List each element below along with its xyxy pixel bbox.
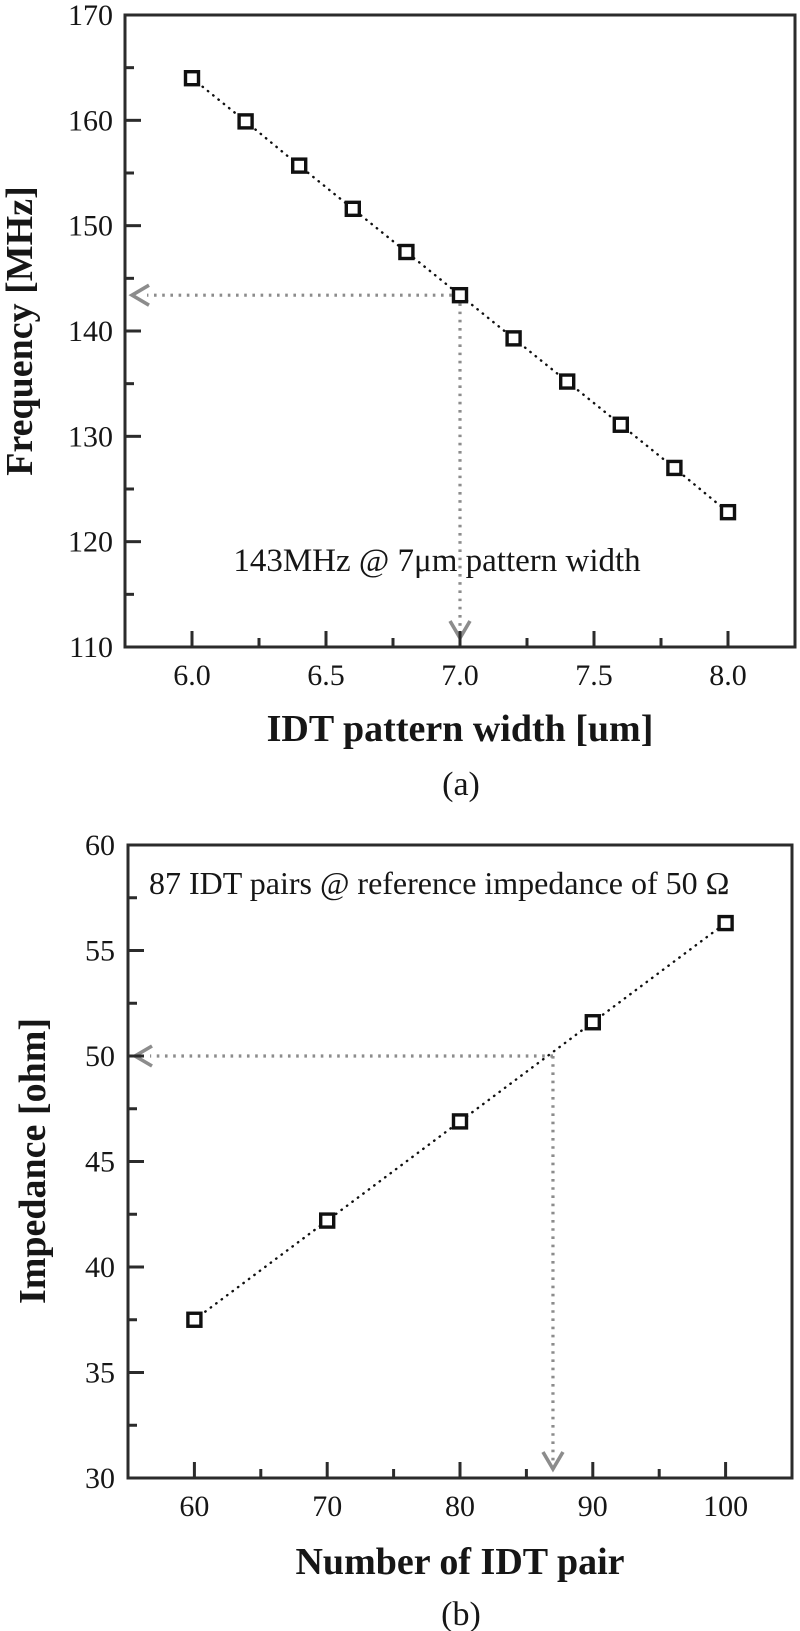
data-point-marker bbox=[717, 914, 734, 932]
y-tick-label: 130 bbox=[68, 420, 113, 453]
x-tick-label: 7.5 bbox=[575, 659, 613, 692]
y-tick-label: 45 bbox=[85, 1146, 115, 1179]
chart-b-y-axis-title: Impedance [ohm] bbox=[12, 1017, 54, 1305]
x-tick-label: 8.0 bbox=[709, 659, 747, 692]
guide-arrowhead-left bbox=[128, 283, 150, 307]
y-tick-label: 160 bbox=[68, 104, 113, 137]
data-point-marker bbox=[319, 1212, 336, 1229]
chart-a-canvas: 6.0 6.5 7.0 7.5 8.0 170 160 150 140 130 120 110 143M… bbox=[68, 0, 797, 692]
y-tick-label: 140 bbox=[68, 315, 113, 348]
data-point-marker bbox=[291, 157, 308, 174]
data-point-marker bbox=[612, 416, 629, 433]
data-point-marker bbox=[505, 330, 522, 347]
x-tick-label: 100 bbox=[703, 1490, 748, 1523]
data-point-marker bbox=[666, 459, 683, 477]
chart-b-canvas: 60 70 80 90 100 60 55 50 45 40 35 30 87 IDT pairs @ … bbox=[85, 829, 794, 1523]
data-point-marker bbox=[183, 69, 201, 87]
data-point-marker bbox=[344, 200, 361, 218]
data-point-marker bbox=[237, 113, 254, 130]
y-tick-label: 55 bbox=[85, 935, 115, 968]
y-tick-label: 40 bbox=[85, 1251, 115, 1284]
panel-label-b: (b) bbox=[441, 1596, 481, 1631]
panel-label-a: (a) bbox=[442, 766, 480, 803]
x-tick-label: 80 bbox=[445, 1490, 475, 1523]
data-point-marker bbox=[451, 286, 469, 304]
x-tick-label: 6.0 bbox=[173, 659, 211, 692]
data-point-marker bbox=[398, 243, 415, 261]
x-tick-label: 60 bbox=[179, 1490, 209, 1523]
data-point-marker bbox=[186, 1311, 203, 1328]
data-point-marker bbox=[719, 503, 737, 521]
x-tick-label: 7.0 bbox=[441, 659, 479, 692]
y-tick-label: 150 bbox=[68, 210, 113, 243]
data-point-marker bbox=[559, 373, 576, 390]
data-series-line bbox=[190, 76, 730, 514]
plot-frame bbox=[126, 843, 794, 1480]
y-tick-label: 60 bbox=[85, 829, 115, 862]
data-point-marker bbox=[584, 1014, 601, 1031]
chart-a-y-axis-title: Frequency [MHz] bbox=[0, 186, 41, 476]
guide-arrowhead-down bbox=[541, 1451, 565, 1473]
y-tick-label: 110 bbox=[69, 631, 113, 664]
y-tick-label: 35 bbox=[85, 1357, 115, 1390]
chart-a-x-axis-title: IDT pattern width [um] bbox=[266, 708, 654, 750]
y-tick-label: 170 bbox=[68, 0, 113, 32]
y-tick-label: 120 bbox=[68, 526, 113, 559]
y-tick-label: 50 bbox=[85, 1040, 115, 1073]
chart-annotation: 87 IDT pairs @ reference impedance of 50… bbox=[149, 865, 729, 901]
data-point-marker bbox=[451, 1113, 469, 1130]
chart-b-x-axis-title: Number of IDT pair bbox=[295, 1541, 625, 1583]
x-tick-label: 70 bbox=[312, 1490, 342, 1523]
x-tick-label: 6.5 bbox=[307, 659, 345, 692]
y-tick-label: 30 bbox=[85, 1462, 115, 1495]
chart-annotation: 143MHz @ 7μm pattern width bbox=[233, 543, 641, 579]
x-tick-label: 90 bbox=[578, 1490, 608, 1523]
